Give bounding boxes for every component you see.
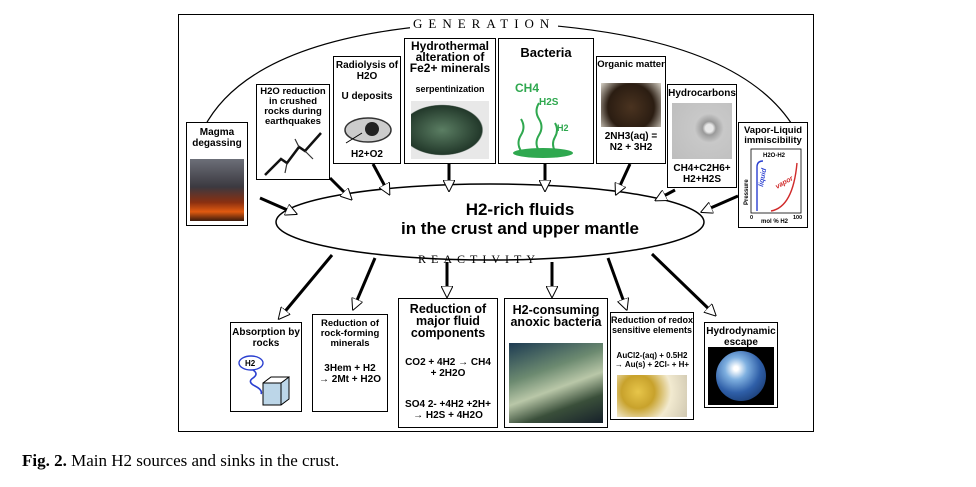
source-radiolysis: Radiolysis of H2O U deposits H2+O2 [333, 56, 401, 164]
redox-formula: AuCl2-(aq) + 0.5H2 → Au(s) + 2Cl- + H+ [614, 351, 690, 369]
vli-liquid: liquid [758, 167, 768, 187]
caption-text: Main H2 sources and sinks in the crust. [71, 451, 340, 470]
radiolysis-label: Radiolysis of H2O [335, 60, 399, 82]
absorption-h2: H2 [245, 359, 256, 368]
bacteria-illustration [513, 102, 573, 158]
redox-label: Reduction of redox sensitive elements [611, 315, 694, 335]
gold-photo [617, 375, 687, 417]
source-vapor-liquid-immiscibility: Vapor-Liquid immiscibility H2O-H2 liquid… [738, 122, 808, 228]
phase-diagram: H2O-H2 liquid vapor Pressure mol % H2 0 … [744, 148, 802, 225]
vli-ylabel: Pressure [744, 179, 750, 205]
soil-photo [601, 83, 661, 127]
space-background [708, 347, 774, 405]
diagram-frame [178, 14, 814, 432]
crack-image [264, 132, 322, 176]
escape-label: Hydrodynamic escape [706, 326, 776, 348]
rock-formula: 3Hem + H2 → 2Mt + H2O [319, 363, 381, 385]
vli-plot-title: H2O-H2 [763, 153, 786, 159]
mineral-eye-image [344, 117, 392, 144]
sink-absorption-by-rocks: Absorption by rocks H2 [230, 322, 302, 412]
reactivity-label: REACTIVITY [418, 252, 540, 266]
serpentinite-photo [411, 101, 489, 159]
fluid-formula-2: SO4 2- +4H2 +2H+ → H2S + 4H2O [405, 399, 491, 421]
source-magma-degassing: Magma degassing [186, 122, 248, 226]
fluid-formula-1: CO2 + 4H2 → CH4 + 2H2O [405, 357, 491, 379]
h2o-reduction-label: H2O reduction in crushed rocks during ea… [260, 86, 326, 127]
bacteria-h2s: H2S [539, 97, 559, 108]
vli-xlabel: mol % H2 [761, 219, 789, 225]
anoxic-label: H2-consuming anoxic bacteria [510, 303, 602, 329]
vli-x100: 100 [793, 215, 802, 221]
hydrothermal-label: Hydrothermal alteration of Fe2+ minerals [409, 39, 491, 75]
center-title-line1: H2-rich fluids [465, 200, 575, 219]
center-title: H2-rich fluids in the crust and upper ma… [370, 200, 670, 238]
vli-label: Vapor-Liquid immiscibility [743, 125, 803, 146]
sink-reduction-major-fluid-components: Reduction of major fluid components CO2 … [398, 298, 498, 428]
generation-label: GENERATION [410, 16, 559, 32]
earth-globe [716, 351, 766, 401]
source-bacteria: Bacteria CH4 H2S H2 [498, 38, 594, 164]
inclusion-photo [672, 103, 732, 159]
hydrocarbons-label: Hydrocarbons [668, 88, 736, 99]
sink-reduction-redox-sensitive-elements: Reduction of redox sensitive elements Au… [610, 312, 694, 420]
organic-label: Organic matter [597, 59, 665, 70]
caption-label: Fig. 2. [22, 451, 67, 470]
source-hydrocarbons: Hydrocarbons CH4+C2H6+ H2+H2S [667, 84, 737, 188]
radiolysis-formula: H2+O2 [351, 149, 383, 160]
rock-minerals-label: Reduction of rock-forming minerals [320, 318, 380, 349]
fluid-label: Reduction of major fluid components [409, 302, 487, 340]
vli-x0: 0 [750, 215, 753, 221]
serpentinization-label: serpentinization [415, 84, 485, 94]
organic-formula: 2NH3(aq) = N2 + 3H2 [604, 131, 658, 153]
sink-reduction-rock-forming-minerals: Reduction of rock-forming minerals 3Hem … [312, 314, 388, 412]
sink-hydrodynamic-escape: Hydrodynamic escape [704, 322, 778, 408]
bacteria-mat-photo [509, 343, 603, 423]
magma-label: Magma degassing [192, 127, 242, 149]
source-organic-matter: Organic matter 2NH3(aq) = N2 + 3H2 [596, 56, 666, 164]
figure-caption: Fig. 2. Main H2 sources and sinks in the… [22, 451, 339, 471]
bacteria-h2: H2 [557, 123, 569, 133]
bacteria-label: Bacteria [520, 45, 572, 60]
volcano-photo [190, 159, 244, 221]
sink-h2-consuming-anoxic-bacteria: H2-consuming anoxic bacteria [504, 298, 608, 428]
absorption-illustration: H2 [238, 355, 290, 406]
source-hydrothermal-alteration: Hydrothermal alteration of Fe2+ minerals… [404, 38, 496, 164]
center-title-line2: in the crust and upper mantle [400, 219, 640, 238]
center-ellipse [275, 183, 705, 261]
source-h2o-reduction: H2O reduction in crushed rocks during ea… [256, 84, 330, 180]
u-deposits-label: U deposits [341, 91, 393, 102]
hydrocarbons-formula: CH4+C2H6+ H2+H2S [673, 163, 731, 185]
bacteria-ch4: CH4 [515, 81, 540, 95]
absorption-label: Absorption by rocks [232, 327, 300, 349]
